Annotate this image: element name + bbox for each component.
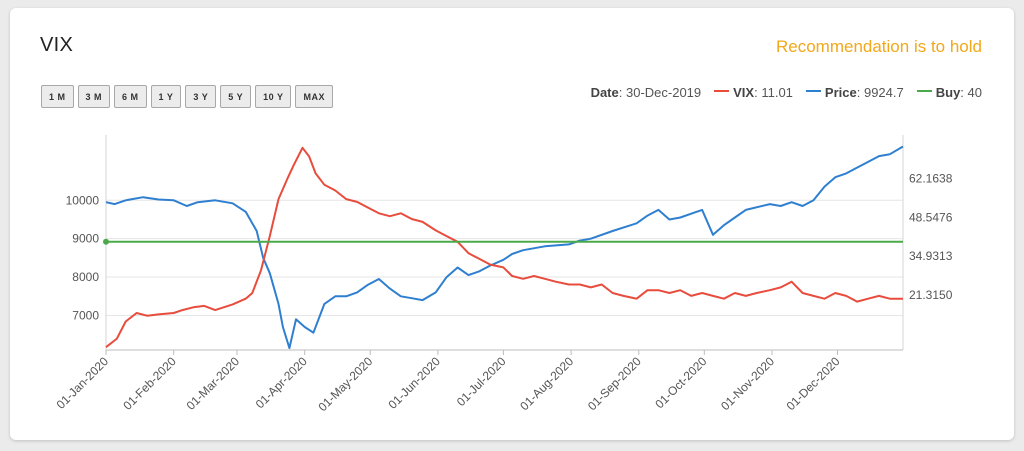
y-right-tick-label: 21.3150 [909, 288, 953, 302]
chart-legend: Date: 30-Dec-2019 VIX: 11.01 Price: 9924… [591, 85, 982, 100]
x-tick-label: 01-Dec-2020 [784, 354, 843, 413]
range-10y-button[interactable]: 10 Y [255, 85, 292, 108]
series [103, 145, 904, 350]
range-3m-button[interactable]: 3 M [77, 85, 111, 108]
legend-buy-value: 40 [967, 85, 982, 100]
legend-vix-value: 11.01 [761, 85, 793, 100]
y-left-tick-label: 7000 [72, 308, 99, 322]
axes [105, 135, 904, 355]
chart-card: VIX Recommendation is to hold 1 M 3 M 6 … [10, 8, 1014, 440]
series-line-price [105, 145, 904, 350]
legend-price-value: 9924.7 [863, 85, 904, 100]
x-tick-label: 01-Oct-2020 [652, 354, 709, 411]
legend-vix-swatch [714, 90, 730, 92]
tick-labels: 7000 8000 9000 10000 21.3150 34.9313 48.5476 62… [54, 172, 953, 414]
y-right-tick-label: 62.1638 [909, 172, 953, 186]
legend-buy-label: Buy [935, 85, 961, 100]
range-1m-button[interactable]: 1 M [41, 85, 74, 108]
recommendation-text: Recommendation is to hold [775, 37, 982, 56]
y-left-tick-label: 8000 [72, 270, 99, 284]
x-tick-label: 01-Mar-2020 [184, 354, 243, 413]
range-1y-button[interactable]: 1 Y [150, 85, 182, 108]
x-tick-label: 01-Nov-2020 [718, 354, 777, 413]
range-6m-button[interactable]: 6 M [114, 85, 147, 108]
y-left-tick-label: 10000 [66, 193, 100, 207]
x-tick-label: 01-May-2020 [315, 354, 375, 414]
y-right-tick-label: 48.5476 [909, 210, 953, 224]
range-max-button[interactable]: MAX [295, 85, 333, 108]
legend-buy-swatch [916, 90, 932, 92]
x-tick-label: 01-Jun-2020 [385, 354, 443, 412]
series-line-vix [105, 146, 903, 348]
legend-price-label: Price [824, 85, 857, 100]
x-tick-label: 01-Jul-2020 [454, 354, 509, 409]
x-tick-label: 01-Aug-2020 [517, 354, 576, 413]
legend-vix-label: VIX [733, 85, 755, 100]
y-left-tick-label: 9000 [72, 232, 99, 246]
range-selector: 1 M 3 M 6 M 1 Y 3 Y 5 Y 10 Y MAX [41, 85, 333, 108]
buy-marker [103, 238, 109, 245]
legend-price[interactable]: Price: 9924.7 [805, 85, 904, 100]
y-right-tick-label: 34.9313 [909, 249, 953, 263]
legend-vix[interactable]: VIX: 11.01 [714, 85, 793, 100]
range-5y-button[interactable]: 5 Y [220, 85, 252, 108]
legend-date: Date: 30-Dec-2019 [590, 85, 702, 100]
x-tick-label: 01-Jan-2020 [54, 354, 112, 412]
legend-date-label: Date [590, 85, 619, 100]
vix-price-chart[interactable]: 7000 8000 9000 10000 21.3150 34.9313 48.5476 62… [10, 8, 1014, 440]
legend-buy[interactable]: Buy: 40 [916, 85, 982, 100]
legend-price-swatch [805, 90, 821, 92]
range-3y-button[interactable]: 3 Y [185, 85, 217, 108]
x-tick-label: 01-Sep-2020 [585, 354, 644, 413]
x-tick-label: 01-Apr-2020 [253, 354, 310, 411]
grid-lines [106, 199, 903, 316]
legend-date-value: 30-Dec-2019 [625, 85, 702, 100]
x-tick-label: 01-Feb-2020 [120, 354, 179, 413]
page-title: VIX [40, 34, 74, 56]
